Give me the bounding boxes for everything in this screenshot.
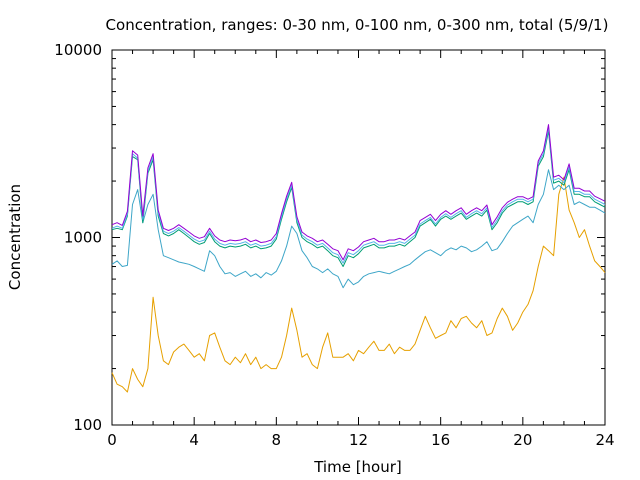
x-tick-label: 20 [513, 431, 532, 449]
y-tick-label: 1000 [64, 229, 102, 247]
x-tick-label: 16 [431, 431, 450, 449]
y-tick-label: 10000 [54, 41, 102, 59]
x-tick-label: 4 [189, 431, 199, 449]
plot-frame [111, 49, 606, 426]
x-axis-label: Time [hour] [313, 458, 402, 476]
x-tick-label: 0 [107, 431, 117, 449]
x-tick-label: 24 [595, 431, 614, 449]
y-axis-label: Concentration [6, 184, 24, 290]
x-tick-label: 12 [349, 431, 368, 449]
axis-ticks: 0 4 8 12 16 20 24 100 1000 10000 [54, 41, 614, 449]
series-lines [111, 124, 606, 393]
series-line-2 [111, 130, 606, 267]
chart-title: Concentration, ranges: 0-30 nm, 0-100 nm… [106, 16, 609, 34]
series-line-4 [111, 124, 606, 261]
series-line-3 [111, 127, 606, 264]
y-tick-label: 100 [73, 416, 102, 434]
series-line-1 [111, 169, 606, 289]
series-line-0 [111, 176, 606, 393]
x-tick-label: 8 [272, 431, 282, 449]
